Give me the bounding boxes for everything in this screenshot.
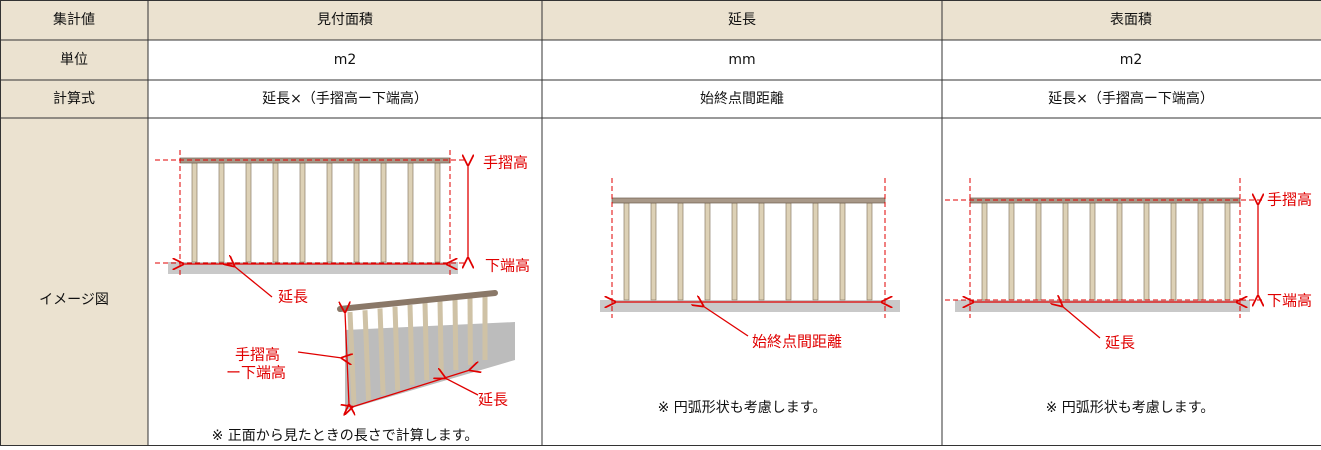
baluster	[365, 310, 369, 400]
baluster	[840, 203, 845, 300]
dimension-label: 下端高	[485, 257, 530, 275]
baluster	[408, 163, 413, 262]
baluster	[982, 203, 987, 300]
handrail	[612, 198, 885, 203]
diagrams	[155, 150, 1262, 410]
table-cell: 延長×（手摺高ー下端高）	[262, 90, 428, 107]
baluster	[219, 163, 224, 262]
baluster	[759, 203, 764, 300]
baluster	[1144, 203, 1149, 300]
baluster	[410, 305, 412, 385]
baluster	[300, 163, 305, 262]
baluster	[732, 203, 737, 300]
table-cell: 延長×（手摺高ー下端高）	[1048, 90, 1214, 107]
baluster	[1171, 203, 1176, 300]
dimension-label: 手摺高	[235, 346, 280, 364]
row-label: 単位	[60, 52, 88, 68]
baluster	[1198, 203, 1203, 300]
baluster	[705, 203, 710, 300]
header-cell: 表面積	[1110, 12, 1152, 28]
table-cell: 始終点間距離	[700, 90, 784, 107]
baluster	[435, 163, 440, 262]
baluster	[395, 307, 398, 390]
baluster	[678, 203, 683, 300]
note: ※ 円弧形状も考慮します。	[658, 400, 827, 416]
baluster	[381, 163, 386, 262]
baluster	[425, 303, 427, 380]
note: ※ 正面から見たときの長さで計算します。	[212, 428, 479, 444]
baluster	[813, 203, 818, 300]
baluster	[1063, 203, 1068, 300]
baluster	[246, 163, 251, 262]
dimension-label: 手摺高	[483, 154, 528, 172]
dimension-label: 始終点間距離	[752, 333, 842, 351]
dimension-label: 下端高	[1267, 292, 1312, 310]
baluster	[1009, 203, 1014, 300]
baluster	[273, 163, 278, 262]
baluster	[354, 163, 359, 262]
baluster	[1117, 203, 1122, 300]
table-cell: m2	[334, 52, 357, 68]
baluster	[786, 203, 791, 300]
baluster	[624, 203, 629, 300]
dimension-label: 延長	[478, 391, 508, 409]
baluster	[1090, 203, 1095, 300]
dimension-label: 延長	[1105, 334, 1135, 352]
baluster	[651, 203, 656, 300]
dimension-label: ー下端高	[226, 364, 286, 382]
baluster	[327, 163, 332, 262]
baluster	[1225, 203, 1230, 300]
header-cell: 延長	[728, 12, 756, 28]
note: ※ 円弧形状も考慮します。	[1046, 400, 1215, 416]
row-label: イメージ図	[39, 292, 109, 308]
leader	[298, 352, 342, 358]
dimension-label: 手摺高	[1267, 191, 1312, 209]
leader	[445, 378, 478, 395]
baluster	[192, 163, 197, 262]
row-label: 計算式	[53, 91, 95, 107]
table-cell: m2	[1120, 52, 1143, 68]
baluster	[455, 300, 456, 370]
table-cell: mm	[728, 52, 755, 68]
baluster	[440, 301, 441, 375]
header-cell: 見付面積	[317, 12, 373, 28]
baluster	[1036, 203, 1041, 300]
baluster	[380, 308, 383, 395]
baluster	[867, 203, 872, 300]
header-cell: 集計値	[53, 11, 95, 28]
dimension-label: 延長	[278, 288, 308, 306]
